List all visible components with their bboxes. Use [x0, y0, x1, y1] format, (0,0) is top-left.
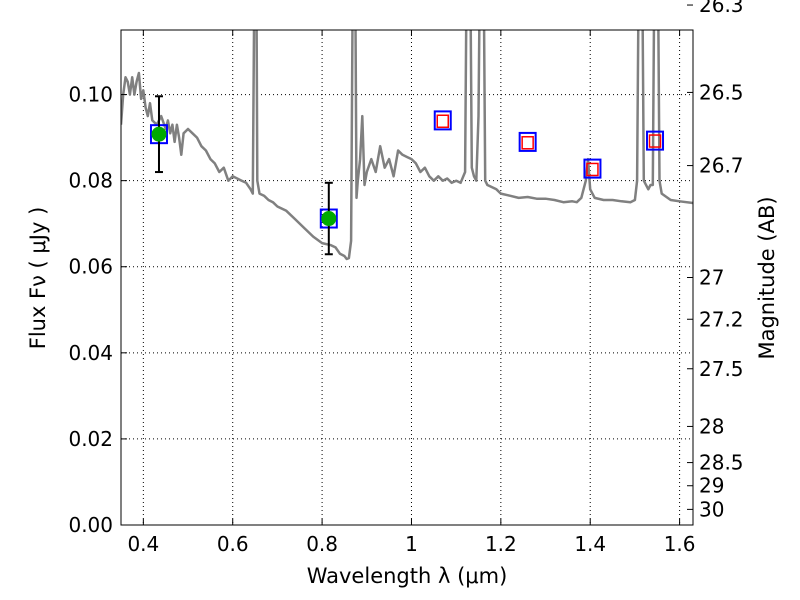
y-tick-label: 0.10 — [68, 83, 113, 107]
x-axis-label: Wavelength λ (μm) — [307, 564, 508, 588]
y2-tick-label: 27.5 — [699, 357, 744, 381]
red-square-marker — [436, 114, 449, 129]
x-tick-label: 0.6 — [217, 532, 249, 556]
y2-axis-label: Magnitude (AB) — [755, 196, 779, 359]
observed-point — [151, 126, 167, 142]
y2-tick-label: 27 — [699, 266, 724, 290]
red-square-marker — [586, 162, 599, 177]
y2-tick-label: 28.5 — [699, 451, 744, 475]
observed-point — [321, 211, 337, 227]
y-tick-label: 0.04 — [68, 341, 113, 365]
y2-tick-label: 26.5 — [699, 80, 744, 104]
x-tick-label: 1.4 — [574, 532, 606, 556]
data-layer — [121, 30, 693, 261]
plot-background — [121, 30, 693, 525]
blue-square-marker — [433, 110, 452, 131]
x-tick-label: 1.6 — [664, 532, 696, 556]
y2-tick-label: 30 — [699, 497, 724, 521]
y-tick-label: 0.00 — [68, 513, 113, 537]
x-tick-label: 1.2 — [485, 532, 517, 556]
blue-square-marker — [518, 131, 537, 152]
sed-model-line — [121, 30, 693, 261]
y2-tick-label: 26.3 — [699, 0, 744, 17]
ticks: 0.4 0.6 0.8 1 1.2 1.4 1.6 0.00 0.02 0.04 0.06 0.08 0… — [68, 0, 743, 556]
y-axis-label: Flux Fν ( μJy ) — [26, 207, 50, 350]
y2-tick-label: 28 — [699, 414, 724, 438]
x-tick-label: 1 — [405, 532, 418, 556]
y2-tick-label: 27.2 — [699, 307, 744, 331]
y-tick-label: 0.08 — [68, 169, 113, 193]
y2-tick-label: 29 — [699, 474, 724, 498]
red-square-marker — [521, 136, 534, 150]
x-tick-label: 0.8 — [306, 532, 338, 556]
blue-square-marker — [583, 158, 602, 179]
y-tick-label: 0.02 — [68, 427, 113, 451]
y-tick-label: 0.06 — [68, 255, 113, 279]
x-tick-label: 0.4 — [127, 532, 159, 556]
red-square-marker — [648, 134, 662, 148]
blue-square-marker — [646, 130, 665, 151]
y2-tick-label: 26.7 — [699, 154, 744, 178]
